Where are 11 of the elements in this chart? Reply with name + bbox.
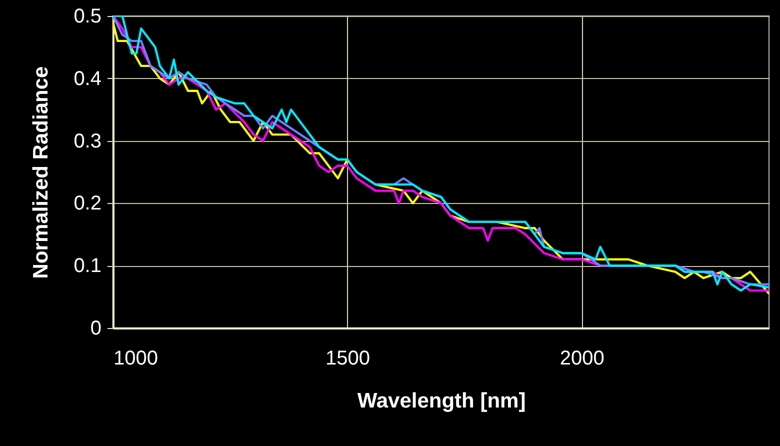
y-tick-label: 0.5: [74, 6, 102, 28]
x-tick-label: 2000: [560, 348, 604, 370]
x-tick-label: 1500: [326, 348, 370, 370]
x-tick-label: 1000: [114, 348, 158, 370]
y-axis-title: Normalized Radiance: [30, 66, 53, 279]
y-tick-label: 0.2: [74, 192, 102, 215]
x-axis-title: Wavelength [nm]: [357, 390, 526, 412]
y-tick-label: 0.1: [74, 255, 102, 278]
y-tick-label: 0.4: [74, 68, 102, 90]
y-tick-label: 0: [90, 318, 102, 340]
y-tick-label: 0.3: [74, 130, 102, 152]
